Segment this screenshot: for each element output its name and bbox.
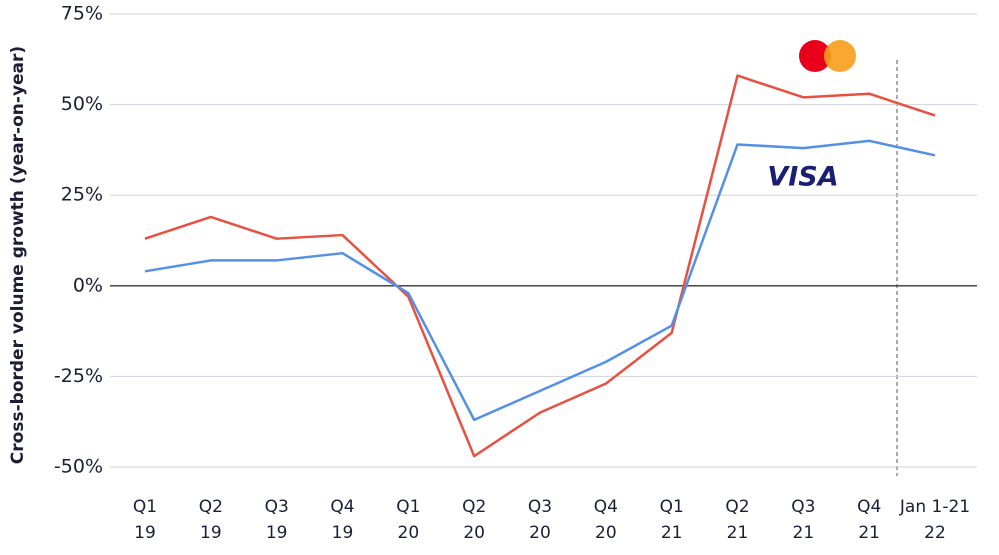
x-tick-label: 21 bbox=[793, 523, 815, 543]
x-tick-label: 19 bbox=[134, 523, 156, 543]
x-tick-label: 20 bbox=[529, 523, 551, 543]
x-tick-label: Q3 bbox=[265, 497, 289, 517]
y-tick-label: 0% bbox=[73, 274, 103, 296]
x-tick-label: 20 bbox=[398, 523, 420, 543]
x-tick-label: 22 bbox=[924, 523, 946, 543]
x-tick-label: 20 bbox=[595, 523, 617, 543]
x-tick-label: 21 bbox=[858, 523, 880, 543]
x-tick-label: Q1 bbox=[396, 497, 420, 517]
x-tick-label: Q1 bbox=[133, 497, 157, 517]
x-tick-label: 19 bbox=[266, 523, 288, 543]
x-tick-label: Q4 bbox=[330, 497, 354, 517]
y-tick-label: 25% bbox=[61, 184, 103, 206]
x-tick-label: Q4 bbox=[594, 497, 618, 517]
mastercard-logo bbox=[799, 40, 856, 72]
x-tick-label: Q3 bbox=[528, 497, 552, 517]
y-tick-label: 75% bbox=[61, 3, 103, 25]
x-tick-label: 19 bbox=[200, 523, 222, 543]
x-tick-label: Q3 bbox=[791, 497, 815, 517]
y-tick-label: -50% bbox=[54, 456, 103, 478]
x-tick-label: Q4 bbox=[857, 497, 881, 517]
x-tick-label: Q2 bbox=[725, 497, 749, 517]
series-line bbox=[144, 139, 936, 422]
x-tick-label: 21 bbox=[661, 523, 683, 543]
legend-label: VISA bbox=[767, 162, 838, 193]
x-tick-label: Q2 bbox=[199, 497, 223, 517]
x-tick-label: Q2 bbox=[462, 497, 486, 517]
x-tick-label: Jan 1-21 bbox=[899, 497, 970, 517]
y-axis-label: Cross-border volume growth (year-on-year… bbox=[8, 46, 28, 464]
x-tick-label: Q1 bbox=[660, 497, 684, 517]
y-tick-label: 50% bbox=[61, 93, 103, 115]
y-tick-label: -25% bbox=[54, 365, 103, 387]
x-tick-label: 21 bbox=[727, 523, 749, 543]
series-line bbox=[144, 74, 936, 458]
x-tick-label: 20 bbox=[463, 523, 485, 543]
x-tick-label: 19 bbox=[332, 523, 354, 543]
